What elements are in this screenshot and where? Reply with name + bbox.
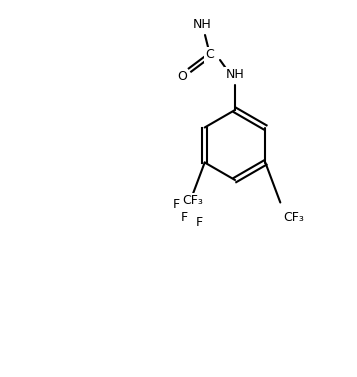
Text: O: O <box>177 70 187 83</box>
Text: C: C <box>206 49 214 61</box>
Text: NH: NH <box>226 69 245 81</box>
Text: NH: NH <box>193 18 211 32</box>
Text: CF₃: CF₃ <box>182 194 203 207</box>
Text: F: F <box>181 211 188 224</box>
Text: CF₃: CF₃ <box>283 211 304 224</box>
Text: F: F <box>173 198 180 211</box>
Text: F: F <box>196 216 203 229</box>
